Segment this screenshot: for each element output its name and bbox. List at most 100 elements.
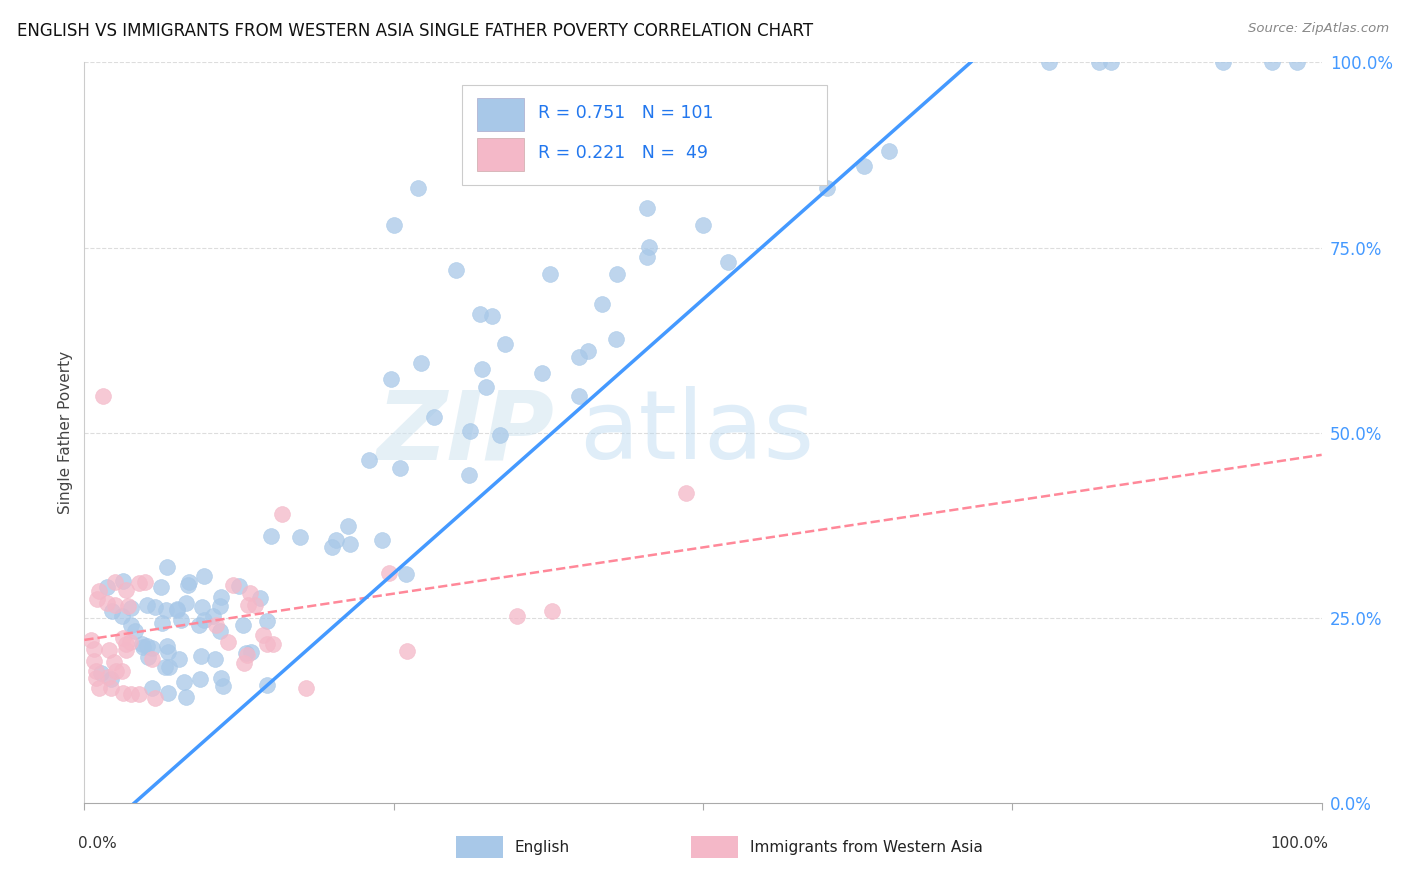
Point: [103, 655, 125, 669]
Point: [97, 670, 120, 684]
Point: [100, 681, 122, 696]
Y-axis label: Single Father Poverty: Single Father Poverty: [58, 351, 73, 514]
Point: [111, 608, 134, 623]
Point: [156, 686, 179, 700]
Point: [149, 580, 172, 594]
Point: [371, 533, 394, 547]
Point: [209, 591, 232, 605]
Point: [636, 202, 658, 216]
Point: [132, 640, 155, 655]
Point: [395, 643, 418, 657]
Point: [114, 583, 136, 598]
Point: [120, 601, 142, 615]
Point: [877, 145, 900, 159]
Point: [112, 686, 135, 700]
Point: [568, 388, 591, 402]
Point: [204, 618, 226, 632]
Point: [96, 597, 118, 611]
Point: [692, 219, 714, 233]
Point: [378, 566, 401, 580]
Point: [101, 604, 124, 618]
Point: [166, 602, 188, 616]
Point: [270, 507, 292, 521]
Point: [815, 181, 838, 195]
Text: atlas: atlas: [579, 386, 814, 479]
Point: [138, 649, 160, 664]
Point: [252, 628, 274, 642]
Point: [177, 578, 200, 592]
Point: [90, 666, 112, 681]
Text: Immigrants from Western Asia: Immigrants from Western Asia: [749, 839, 983, 855]
Point: [209, 671, 232, 685]
Point: [236, 648, 259, 662]
Point: [411, 356, 433, 370]
Point: [84, 664, 107, 678]
Point: [91, 388, 114, 402]
Point: [112, 574, 135, 589]
Point: [388, 460, 411, 475]
Text: ENGLISH VS IMMIGRANTS FROM WESTERN ASIA SINGLE FATHER POVERTY CORRELATION CHART: ENGLISH VS IMMIGRANTS FROM WESTERN ASIA …: [17, 22, 813, 40]
Point: [321, 541, 343, 555]
Text: English: English: [515, 839, 569, 855]
FancyBboxPatch shape: [461, 85, 827, 185]
Point: [191, 599, 214, 614]
Point: [458, 467, 481, 482]
Point: [193, 613, 215, 627]
Point: [475, 380, 498, 394]
Point: [260, 529, 283, 543]
Point: [489, 428, 512, 442]
Point: [458, 424, 481, 438]
Text: R = 0.221   N =  49: R = 0.221 N = 49: [538, 144, 709, 161]
Point: [155, 603, 177, 617]
Text: Source: ZipAtlas.com: Source: ZipAtlas.com: [1249, 22, 1389, 36]
Point: [256, 637, 278, 651]
Point: [235, 646, 257, 660]
Point: [228, 579, 250, 593]
Point: [89, 583, 111, 598]
Point: [256, 678, 278, 692]
Point: [1038, 55, 1060, 70]
Point: [540, 604, 562, 618]
Point: [143, 691, 166, 706]
Point: [423, 410, 446, 425]
Text: ZIP: ZIP: [377, 386, 554, 479]
Bar: [456, 836, 502, 858]
Point: [104, 664, 127, 678]
Point: [153, 660, 176, 674]
Point: [131, 636, 153, 650]
Point: [606, 267, 628, 281]
Point: [717, 255, 740, 269]
Point: [204, 651, 226, 665]
Point: [202, 608, 225, 623]
Point: [444, 262, 467, 277]
Point: [208, 624, 231, 639]
Point: [80, 632, 103, 647]
Point: [188, 672, 211, 686]
Point: [531, 367, 554, 381]
Point: [380, 372, 402, 386]
Point: [357, 452, 380, 467]
Point: [150, 615, 173, 630]
Point: [243, 598, 266, 612]
Point: [121, 618, 143, 632]
Point: [157, 659, 180, 673]
Point: [470, 307, 492, 321]
Point: [97, 642, 120, 657]
Point: [111, 664, 134, 678]
Point: [84, 671, 107, 685]
Point: [141, 640, 163, 655]
Point: [156, 639, 179, 653]
Point: [538, 267, 561, 281]
Point: [408, 181, 430, 195]
Point: [232, 618, 254, 632]
Point: [481, 309, 503, 323]
Point: [86, 592, 108, 607]
Point: [83, 641, 105, 656]
Point: [249, 591, 271, 605]
Point: [104, 574, 127, 589]
Point: [104, 599, 127, 613]
Point: [193, 569, 215, 583]
Point: [568, 351, 591, 365]
Point: [100, 672, 122, 686]
Point: [494, 336, 516, 351]
